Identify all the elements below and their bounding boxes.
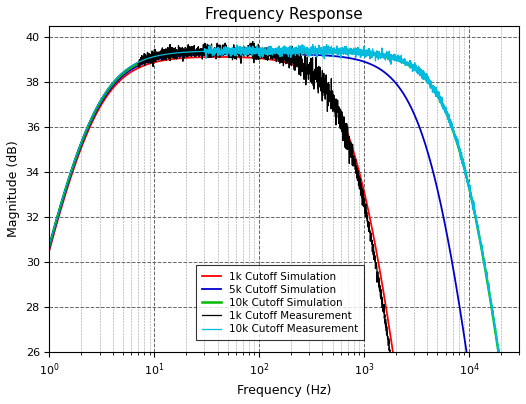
- 1k Cutoff Measurement: [249, 39, 256, 44]
- 1k Cutoff Simulation: [217, 55, 223, 59]
- Line: 1k Cutoff Measurement: 1k Cutoff Measurement: [49, 42, 519, 404]
- Y-axis label: Magnitude (dB): Magnitude (dB): [7, 141, 20, 238]
- 5k Cutoff Simulation: [254, 52, 260, 57]
- 10k Cutoff Simulation: [46, 243, 53, 248]
- 1k Cutoff Simulation: [46, 247, 53, 252]
- Legend: 1k Cutoff Simulation, 5k Cutoff Simulation, 10k Cutoff Simulation, 1k Cutoff Mea: 1k Cutoff Simulation, 5k Cutoff Simulati…: [196, 265, 365, 341]
- 1k Cutoff Simulation: [128, 69, 134, 74]
- 10k Cutoff Measurement: [128, 64, 134, 69]
- X-axis label: Frequency (Hz): Frequency (Hz): [237, 384, 331, 397]
- 1k Cutoff Simulation: [100, 99, 106, 104]
- 1k Cutoff Measurement: [100, 94, 106, 99]
- 10k Cutoff Measurement: [309, 42, 316, 47]
- 1k Cutoff Simulation: [227, 55, 233, 59]
- 10k Cutoff Measurement: [226, 47, 232, 52]
- Line: 10k Cutoff Simulation: 10k Cutoff Simulation: [49, 52, 519, 404]
- 1k Cutoff Simulation: [247, 55, 253, 60]
- 10k Cutoff Measurement: [100, 94, 106, 99]
- Line: 1k Cutoff Simulation: 1k Cutoff Simulation: [49, 57, 519, 404]
- 10k Cutoff Measurement: [46, 242, 53, 247]
- 1k Cutoff Measurement: [247, 49, 253, 54]
- 1k Cutoff Measurement: [46, 242, 53, 247]
- 10k Cutoff Simulation: [128, 65, 134, 70]
- 10k Cutoff Simulation: [269, 49, 276, 54]
- 10k Cutoff Measurement: [247, 48, 253, 53]
- 5k Cutoff Simulation: [100, 97, 106, 102]
- 5k Cutoff Simulation: [46, 245, 53, 250]
- 10k Cutoff Simulation: [247, 49, 253, 54]
- 1k Cutoff Measurement: [128, 64, 134, 69]
- 5k Cutoff Simulation: [247, 52, 253, 57]
- Line: 5k Cutoff Simulation: 5k Cutoff Simulation: [49, 54, 519, 404]
- 1k Cutoff Measurement: [226, 53, 232, 58]
- 10k Cutoff Simulation: [100, 95, 106, 100]
- 5k Cutoff Simulation: [128, 67, 134, 72]
- 10k Cutoff Simulation: [226, 50, 232, 55]
- Title: Frequency Response: Frequency Response: [205, 7, 363, 22]
- 10k Cutoff Measurement: [456, 149, 462, 154]
- 5k Cutoff Simulation: [456, 303, 462, 308]
- Line: 10k Cutoff Measurement: 10k Cutoff Measurement: [49, 44, 519, 404]
- 10k Cutoff Simulation: [456, 148, 462, 153]
- 5k Cutoff Simulation: [226, 52, 232, 57]
